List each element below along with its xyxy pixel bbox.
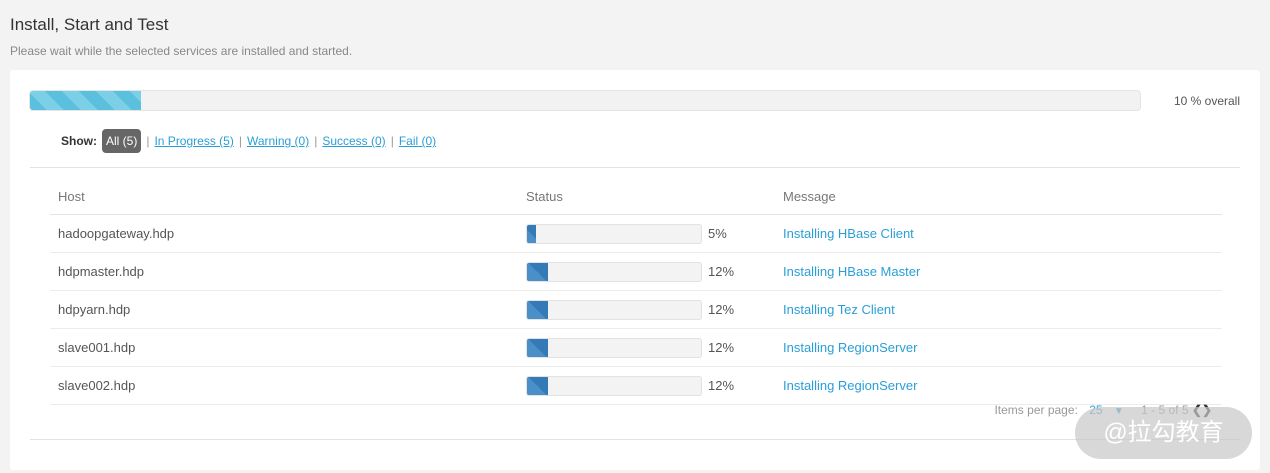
status-cell: 12% <box>518 366 775 405</box>
host-percent: 5% <box>708 226 727 241</box>
filter-success[interactable]: Success (0) <box>322 134 386 148</box>
host-progress-bar <box>526 299 702 320</box>
host-name: hdpmaster.hdp <box>50 252 518 291</box>
watermark: @拉勾教育 <box>1075 407 1252 459</box>
overall-progress-label: 10 % overall <box>1173 94 1240 108</box>
divider <box>30 167 1240 168</box>
host-message-link[interactable]: Installing HBase Master <box>775 252 1222 291</box>
host-message-link[interactable]: Installing HBase Client <box>775 214 1222 253</box>
table-row: hdpyarn.hdp 12% Installing Tez Client <box>50 290 1222 329</box>
host-percent: 12% <box>708 340 735 355</box>
status-cell: 12% <box>518 328 775 367</box>
host-message-link[interactable]: Installing Tez Client <box>775 290 1222 329</box>
host-message-link[interactable]: Installing RegionServer <box>775 328 1222 367</box>
filter-in-progress[interactable]: In Progress (5) <box>154 134 234 148</box>
column-status: Status <box>518 178 775 215</box>
filter-all[interactable]: All (5) <box>102 129 142 153</box>
host-name: slave001.hdp <box>50 328 518 367</box>
status-cell: 12% <box>518 252 775 291</box>
column-message: Message <box>775 178 1222 215</box>
filter-warning[interactable]: Warning (0) <box>246 134 310 148</box>
host-progress-fill <box>527 338 548 357</box>
host-name: hadoopgateway.hdp <box>50 214 518 253</box>
overall-progress-fill <box>30 91 141 110</box>
status-cell: 12% <box>518 290 775 329</box>
page-subtitle: Please wait while the selected services … <box>10 44 353 58</box>
install-panel: 10 % overall Show: All (5) | In Progress … <box>10 70 1260 470</box>
host-progress-bar <box>526 337 702 358</box>
divider <box>30 439 1240 440</box>
table-row: hadoopgateway.hdp 5% Installing HBase Cl… <box>50 214 1222 253</box>
host-progress-fill <box>527 376 548 395</box>
host-percent: 12% <box>708 302 735 317</box>
hosts-table: Host Status Message hadoopgateway.hdp 5%… <box>50 178 1222 405</box>
host-progress-fill <box>527 224 536 243</box>
filter-fail[interactable]: Fail (0) <box>398 134 437 148</box>
status-cell: 5% <box>518 214 775 253</box>
host-progress-bar <box>526 261 702 282</box>
host-name: slave002.hdp <box>50 366 518 405</box>
table-row: slave002.hdp 12% Installing RegionServer <box>50 366 1222 405</box>
host-progress-bar <box>526 375 702 396</box>
table-row: hdpmaster.hdp 12% Installing HBase Maste… <box>50 252 1222 291</box>
table-row: slave001.hdp 12% Installing RegionServer <box>50 328 1222 367</box>
column-host: Host <box>50 178 518 215</box>
host-percent: 12% <box>708 378 735 393</box>
page-title: Install, Start and Test <box>10 15 169 34</box>
host-progress-fill <box>527 262 548 281</box>
host-name: hdpyarn.hdp <box>50 290 518 329</box>
items-per-page-label: Items per page: <box>994 403 1078 417</box>
status-filter: Show: All (5) | In Progress (5) | Warning … <box>61 129 436 153</box>
host-progress-bar <box>526 223 702 244</box>
host-progress-fill <box>527 300 548 319</box>
overall-progress-bar <box>29 90 1141 111</box>
filter-label: Show: <box>61 134 97 148</box>
host-message-link[interactable]: Installing RegionServer <box>775 366 1222 405</box>
host-percent: 12% <box>708 264 735 279</box>
